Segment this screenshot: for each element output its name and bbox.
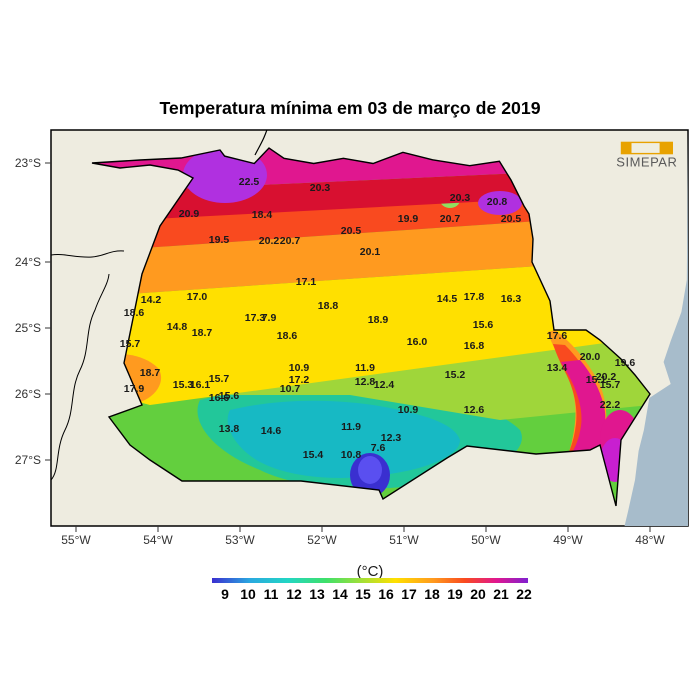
svg-text:16.0: 16.0 xyxy=(407,336,428,348)
svg-text:(°C): (°C) xyxy=(357,563,384,580)
svg-text:15.6: 15.6 xyxy=(219,390,240,402)
svg-text:24°S: 24°S xyxy=(15,255,41,269)
svg-text:15: 15 xyxy=(355,586,371,602)
svg-text:12.3: 12.3 xyxy=(381,432,402,444)
svg-text:55°W: 55°W xyxy=(61,533,91,547)
svg-text:19.6: 19.6 xyxy=(615,357,636,369)
svg-text:20.7: 20.7 xyxy=(280,235,301,247)
svg-text:19: 19 xyxy=(447,586,463,602)
svg-text:52°W: 52°W xyxy=(307,533,337,547)
svg-text:18.8: 18.8 xyxy=(318,300,339,312)
svg-text:14.8: 14.8 xyxy=(167,321,188,333)
svg-text:9: 9 xyxy=(221,586,229,602)
svg-text:20: 20 xyxy=(470,586,486,602)
svg-text:14.5: 14.5 xyxy=(437,293,458,305)
svg-text:SIMEPAR: SIMEPAR xyxy=(616,155,677,170)
svg-text:20.1: 20.1 xyxy=(360,246,381,258)
svg-text:11.9: 11.9 xyxy=(341,421,361,433)
svg-text:15.4: 15.4 xyxy=(303,449,324,461)
svg-text:12.8: 12.8 xyxy=(355,376,376,388)
svg-text:22.2: 22.2 xyxy=(600,399,621,411)
svg-text:48°W: 48°W xyxy=(635,533,665,547)
svg-text:12.4: 12.4 xyxy=(374,379,395,391)
svg-text:20.9: 20.9 xyxy=(179,208,200,220)
svg-text:22.5: 22.5 xyxy=(239,176,260,188)
svg-text:50°W: 50°W xyxy=(471,533,501,547)
svg-text:20.3: 20.3 xyxy=(450,192,471,204)
svg-text:19.5: 19.5 xyxy=(209,234,230,246)
svg-text:17.8: 17.8 xyxy=(464,291,485,303)
svg-text:20.5: 20.5 xyxy=(341,225,362,237)
svg-text:53°W: 53°W xyxy=(225,533,255,547)
svg-text:11: 11 xyxy=(264,586,279,602)
svg-text:18.4: 18.4 xyxy=(252,209,273,221)
svg-text:17.6: 17.6 xyxy=(547,330,568,342)
svg-text:18.7: 18.7 xyxy=(140,367,161,379)
svg-text:54°W: 54°W xyxy=(143,533,173,547)
svg-text:19.9: 19.9 xyxy=(398,213,419,225)
svg-text:11.9: 11.9 xyxy=(355,362,375,374)
svg-text:14: 14 xyxy=(332,586,348,602)
svg-text:14.6: 14.6 xyxy=(261,425,282,437)
svg-text:13: 13 xyxy=(309,586,325,602)
svg-text:12.6: 12.6 xyxy=(464,404,485,416)
svg-text:23°S: 23°S xyxy=(15,156,41,170)
svg-text:16.1: 16.1 xyxy=(190,379,211,391)
svg-text:18: 18 xyxy=(424,586,440,602)
svg-text:20.7: 20.7 xyxy=(440,213,461,225)
svg-text:7.9: 7.9 xyxy=(262,312,277,324)
svg-text:20.5: 20.5 xyxy=(501,213,522,225)
svg-text:15.7: 15.7 xyxy=(120,338,141,350)
svg-text:13.8: 13.8 xyxy=(219,423,240,435)
svg-text:14.2: 14.2 xyxy=(141,294,162,306)
svg-text:20.3: 20.3 xyxy=(310,182,331,194)
svg-text:17: 17 xyxy=(401,586,417,602)
svg-text:25°S: 25°S xyxy=(15,321,41,335)
svg-text:10.9: 10.9 xyxy=(289,362,310,374)
svg-text:15.7: 15.7 xyxy=(600,379,621,391)
svg-text:21: 21 xyxy=(493,586,509,602)
svg-text:10.8: 10.8 xyxy=(341,449,362,461)
svg-text:16.3: 16.3 xyxy=(501,293,522,305)
svg-text:13.4: 13.4 xyxy=(547,362,568,374)
svg-text:10.9: 10.9 xyxy=(398,404,419,416)
svg-text:18.7: 18.7 xyxy=(192,327,213,339)
svg-text:49°W: 49°W xyxy=(553,533,583,547)
svg-text:20.2: 20.2 xyxy=(259,235,280,247)
svg-text:26°S: 26°S xyxy=(15,387,41,401)
svg-text:15.7: 15.7 xyxy=(209,373,230,385)
svg-text:15.6: 15.6 xyxy=(473,319,494,331)
svg-text:17.9: 17.9 xyxy=(124,383,145,395)
svg-text:16.8: 16.8 xyxy=(464,340,485,352)
svg-text:12: 12 xyxy=(286,586,302,602)
svg-text:16: 16 xyxy=(378,586,394,602)
svg-text:17.0: 17.0 xyxy=(187,291,208,303)
svg-text:18.6: 18.6 xyxy=(277,330,298,342)
svg-text:18.9: 18.9 xyxy=(368,314,389,326)
svg-text:51°W: 51°W xyxy=(389,533,419,547)
svg-text:10: 10 xyxy=(240,586,256,602)
svg-text:20.8: 20.8 xyxy=(487,196,508,208)
svg-text:27°S: 27°S xyxy=(15,453,41,467)
svg-text:17.1: 17.1 xyxy=(296,276,317,288)
svg-text:15.2: 15.2 xyxy=(445,369,466,381)
svg-text:20.0: 20.0 xyxy=(580,351,601,363)
svg-text:22: 22 xyxy=(516,586,532,602)
svg-text:10.7: 10.7 xyxy=(280,383,301,395)
svg-text:18.6: 18.6 xyxy=(124,307,145,319)
